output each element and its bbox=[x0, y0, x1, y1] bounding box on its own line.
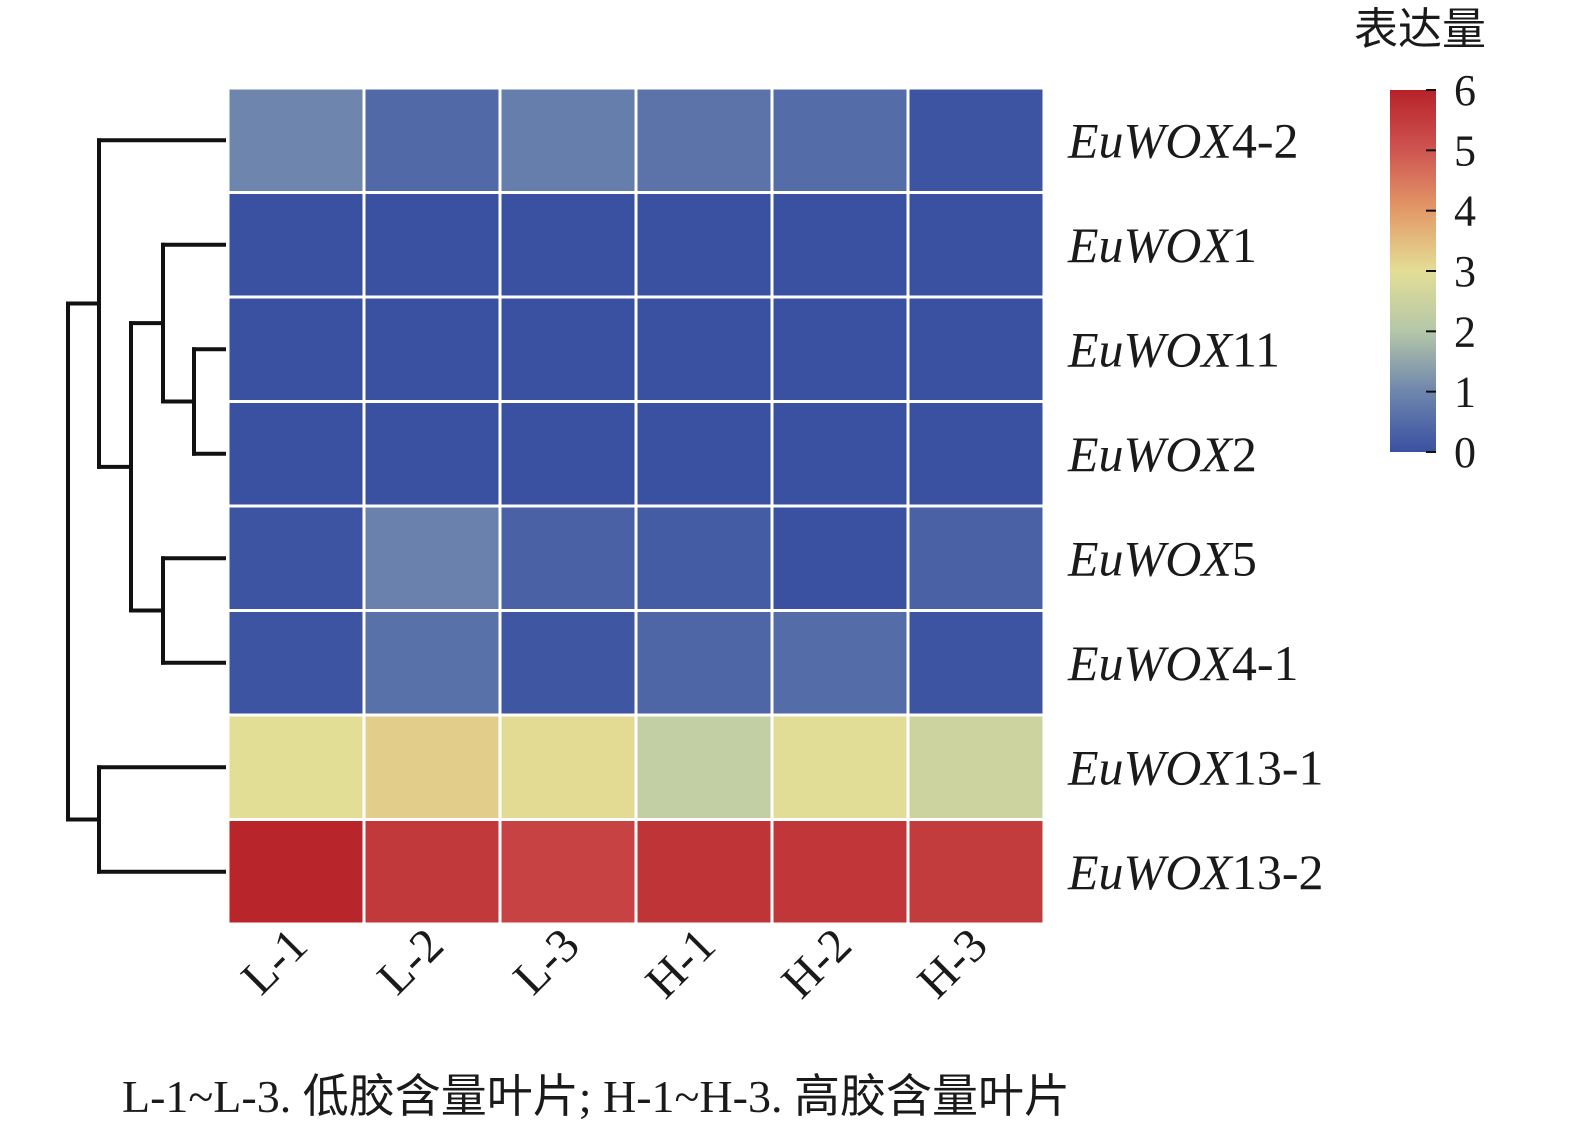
heatmap-cell bbox=[226, 609, 366, 717]
heatmap-cell bbox=[226, 504, 366, 612]
heatmap-cell bbox=[634, 400, 774, 508]
heatmap-cell bbox=[634, 818, 774, 926]
legend-tick-label: 5 bbox=[1454, 126, 1476, 175]
heatmap-cell bbox=[770, 86, 910, 194]
heatmap-cell bbox=[634, 86, 774, 194]
column-label: L-1 bbox=[231, 918, 317, 1004]
heatmap-cell bbox=[634, 504, 774, 612]
legend-tick-label: 1 bbox=[1454, 368, 1476, 417]
heatmap-cell bbox=[770, 191, 910, 299]
heatmap-cell bbox=[634, 191, 774, 299]
heatmap-cell bbox=[362, 400, 502, 508]
legend-tick-label: 2 bbox=[1454, 307, 1476, 356]
heatmap-cell bbox=[226, 86, 366, 194]
footnote: L-1~L-3. 低胶含量叶片; H-1~H-3. 高胶含量叶片 bbox=[122, 1071, 1070, 1122]
heatmap-chart: EuWOX4-2 EuWOX1 EuWOX11 EuWOX2 EuWOX5 EuWOX4-… bbox=[66, 4, 1486, 1009]
row-label: EuWOX13-2 bbox=[1067, 844, 1324, 900]
legend-tick-label: 6 bbox=[1454, 66, 1476, 115]
row-label: EuWOX11 bbox=[1067, 321, 1280, 377]
legend-title: 表达量 bbox=[1354, 4, 1486, 55]
heatmap-cell bbox=[906, 713, 1046, 821]
column-labels: L-1 L-2 L-3 H-1 H-2 H-3 bbox=[231, 918, 997, 1008]
heatmap-cell bbox=[498, 504, 638, 612]
heatmap-cell bbox=[226, 295, 366, 403]
row-label: EuWOX5 bbox=[1067, 530, 1257, 586]
heatmap-cell bbox=[634, 609, 774, 717]
heatmap-cell bbox=[634, 295, 774, 403]
row-label: EuWOX1 bbox=[1067, 217, 1257, 273]
heatmap-cells bbox=[226, 86, 1046, 926]
heatmap-cell bbox=[226, 400, 366, 508]
heatmap-cell bbox=[906, 609, 1046, 717]
heatmap-cell bbox=[362, 86, 502, 194]
heatmap-cell bbox=[770, 400, 910, 508]
heatmap-cell bbox=[226, 713, 366, 821]
heatmap-cell bbox=[634, 713, 774, 821]
heatmap-cell bbox=[498, 295, 638, 403]
row-dendrogram bbox=[66, 138, 226, 874]
heatmap-cell bbox=[498, 400, 638, 508]
heatmap-cell bbox=[906, 295, 1046, 403]
row-label: EuWOX13-1 bbox=[1067, 739, 1324, 795]
row-label: EuWOX2 bbox=[1067, 426, 1257, 482]
column-label: H-1 bbox=[636, 918, 726, 1008]
heatmap-cell bbox=[226, 191, 366, 299]
heatmap-cell bbox=[498, 86, 638, 194]
row-label: EuWOX4-2 bbox=[1067, 112, 1299, 168]
heatmap-cell bbox=[498, 191, 638, 299]
column-label: H-2 bbox=[772, 918, 862, 1008]
heatmap-cell bbox=[498, 609, 638, 717]
heatmap-cell bbox=[770, 504, 910, 612]
legend-tick-label: 0 bbox=[1454, 428, 1476, 477]
heatmap-cell bbox=[906, 86, 1046, 194]
heatmap-cell bbox=[362, 713, 502, 821]
legend-tick-label: 3 bbox=[1454, 247, 1476, 296]
heatmap-cell bbox=[770, 295, 910, 403]
heatmap-cell bbox=[362, 191, 502, 299]
heatmap-cell bbox=[226, 818, 366, 926]
row-label: EuWOX4-1 bbox=[1067, 635, 1299, 691]
heatmap-cell bbox=[906, 818, 1046, 926]
column-label: H-3 bbox=[908, 918, 998, 1008]
heatmap-cell bbox=[770, 818, 910, 926]
legend-tick-label: 4 bbox=[1454, 187, 1476, 236]
column-label: L-3 bbox=[503, 918, 589, 1004]
heatmap-cell bbox=[362, 609, 502, 717]
column-label: L-2 bbox=[367, 918, 453, 1004]
heatmap-cell bbox=[498, 713, 638, 821]
heatmap-cell bbox=[770, 713, 910, 821]
legend-ticks: 6 5 4 3 2 1 0 bbox=[1426, 66, 1476, 477]
heatmap-cell bbox=[362, 295, 502, 403]
color-legend: 表达量 6 5 4 3 2 1 0 bbox=[1354, 4, 1486, 477]
heatmap-cell bbox=[362, 504, 502, 612]
heatmap-cell bbox=[906, 191, 1046, 299]
heatmap-cell bbox=[498, 818, 638, 926]
heatmap-cell bbox=[906, 400, 1046, 508]
heatmap-cell bbox=[906, 504, 1046, 612]
heatmap-cell bbox=[362, 818, 502, 926]
heatmap-cell bbox=[770, 609, 910, 717]
row-labels: EuWOX4-2 EuWOX1 EuWOX11 EuWOX2 EuWOX5 EuWOX4-… bbox=[1067, 112, 1324, 900]
